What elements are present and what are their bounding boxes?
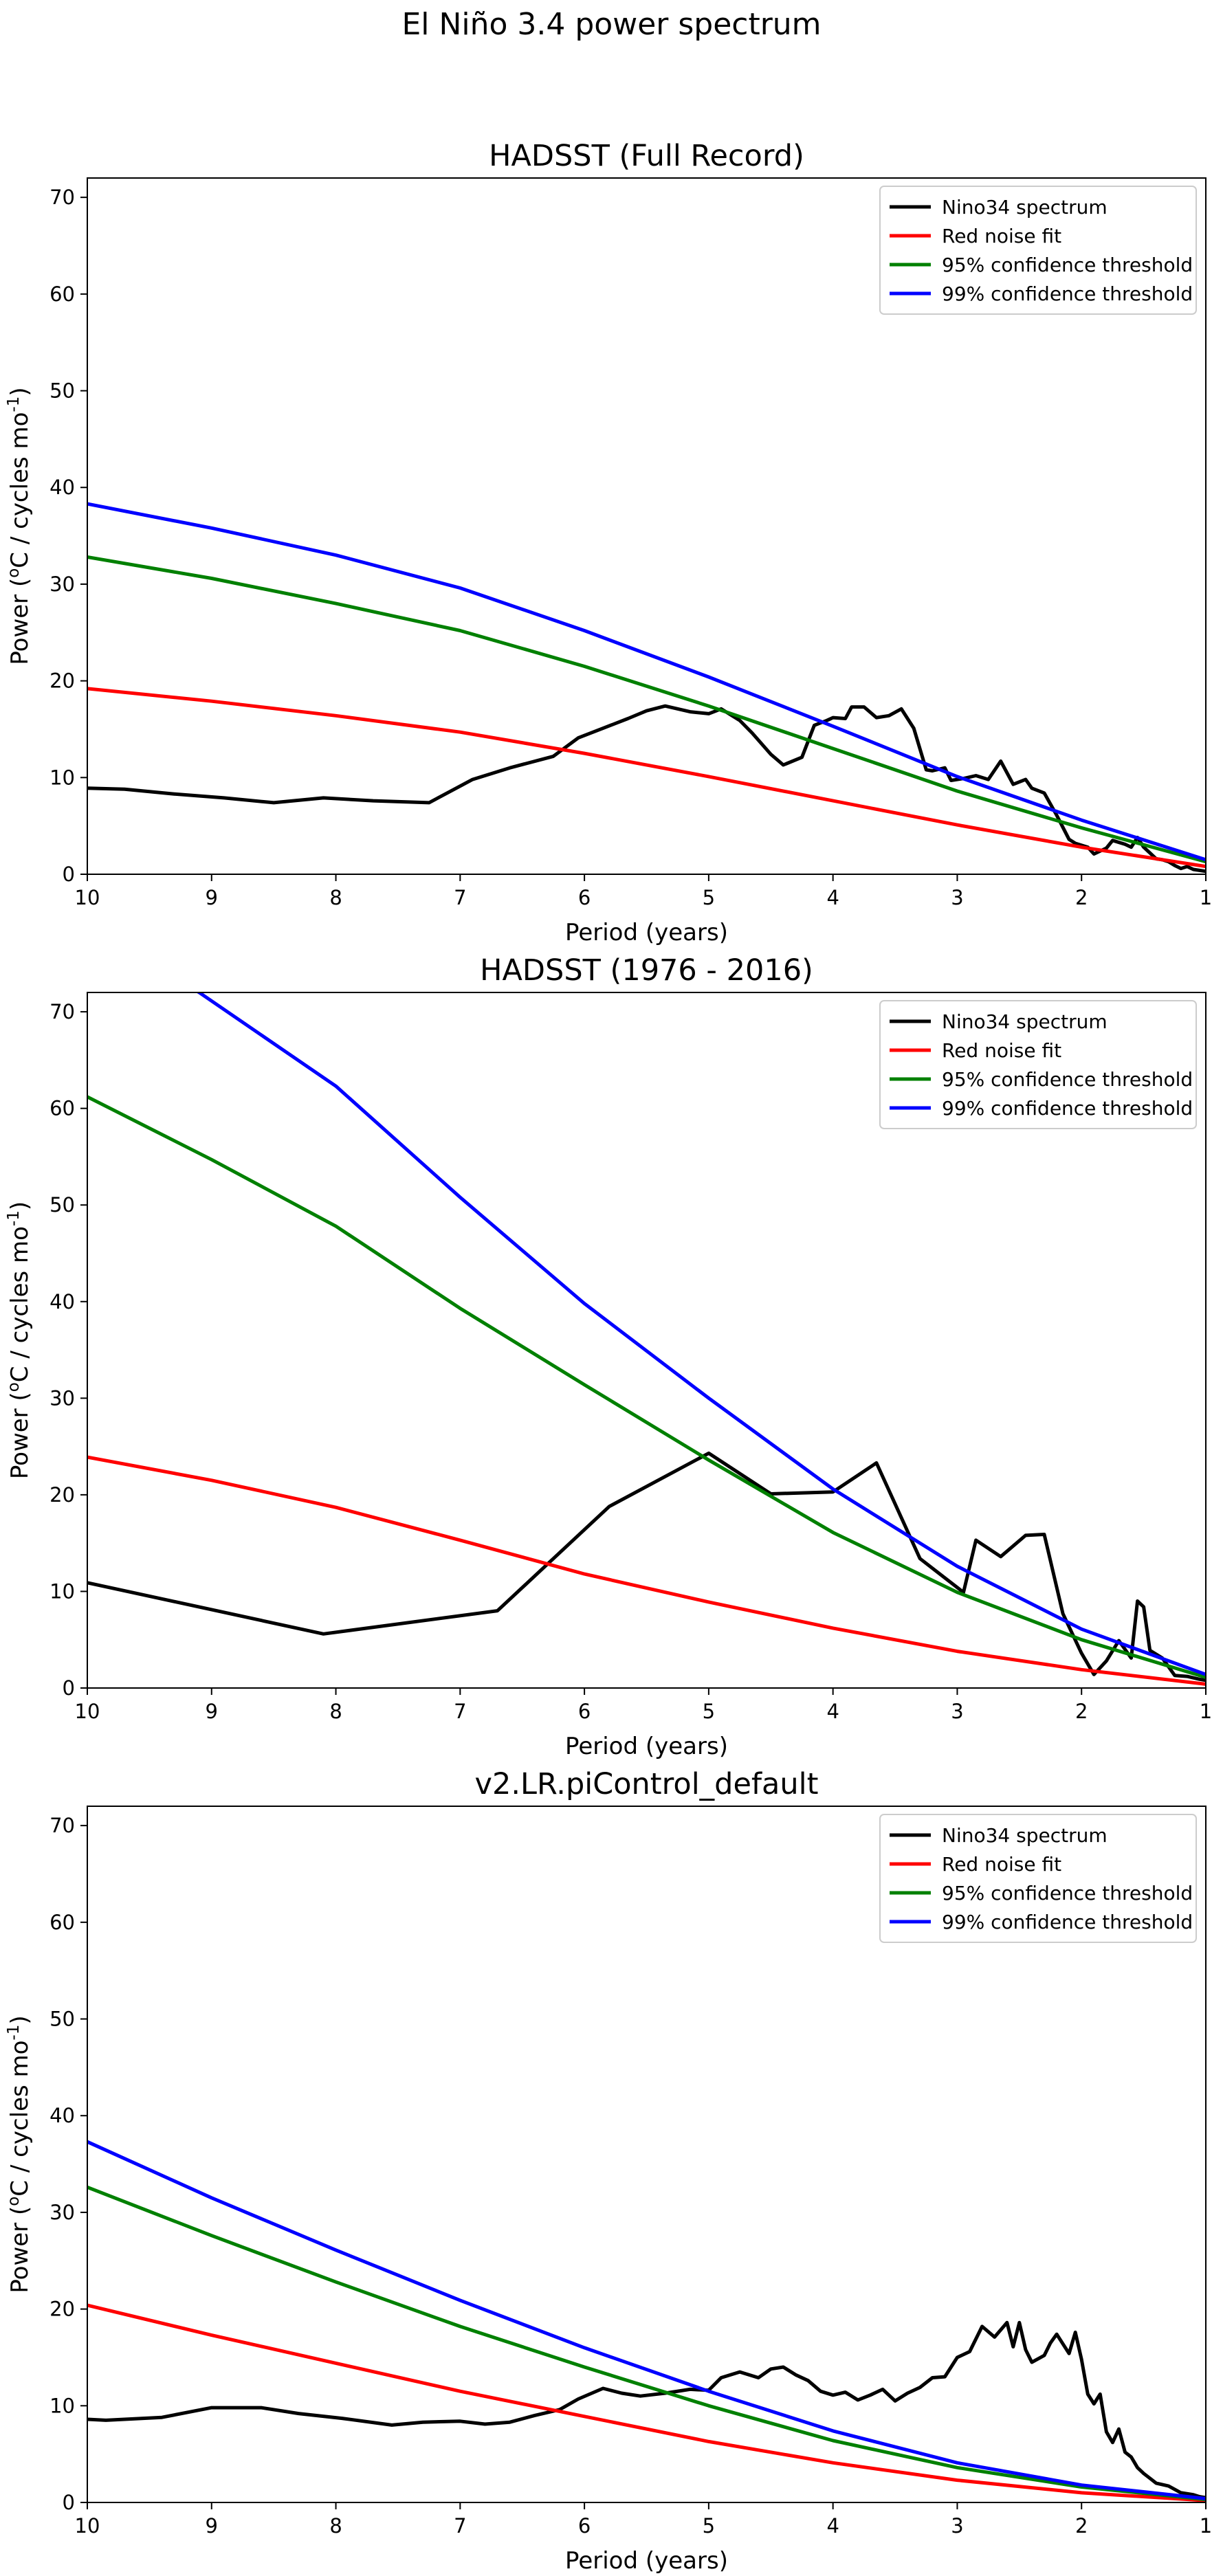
x-tick-label: 9 bbox=[206, 2514, 218, 2538]
y-tick-label: 70 bbox=[49, 186, 75, 209]
x-tick-label: 5 bbox=[703, 886, 715, 909]
legend-label-2: Red noise fit bbox=[942, 225, 1061, 247]
x-axis-label: Period (years) bbox=[565, 1733, 728, 1760]
legend-label-2: Red noise fit bbox=[942, 1853, 1061, 1876]
y-tick-label: 20 bbox=[49, 669, 75, 693]
legend-label-3: 95% confidence threshold bbox=[942, 1882, 1193, 1905]
x-tick-label: 6 bbox=[578, 2514, 591, 2538]
x-tick-label: 6 bbox=[578, 1700, 591, 1723]
x-tick-label: 7 bbox=[454, 2514, 466, 2538]
x-tick-label: 10 bbox=[75, 1700, 100, 1723]
series-line-2 bbox=[87, 1455, 1206, 1686]
series-line-3 bbox=[87, 555, 1206, 864]
x-tick-label: 8 bbox=[329, 1700, 342, 1723]
legend-label-1: Nino34 spectrum bbox=[942, 1010, 1108, 1033]
x-axis-label: Period (years) bbox=[565, 919, 728, 946]
legend-box bbox=[879, 1814, 1197, 1943]
series-line-2 bbox=[87, 687, 1206, 869]
series-line-3 bbox=[87, 2185, 1206, 2502]
x-tick-label: 6 bbox=[578, 886, 591, 909]
series-line-1 bbox=[87, 1451, 1206, 1683]
chart-panel-1: HADSST (Full Record)10 9 8 7 6 5 4 3 2 1010203040… bbox=[5, 139, 1212, 946]
x-tick-label: 8 bbox=[329, 886, 342, 909]
y-axis-label: Power (oC / cycles mo-1) bbox=[5, 1201, 34, 1479]
series-line-4 bbox=[87, 2140, 1206, 2500]
legend-label-3: 95% confidence threshold bbox=[942, 254, 1193, 276]
chart-panel-2: HADSST (1976 - 2016)10 9 8 7 6 5 4 3 2 1010203040… bbox=[5, 953, 1212, 1760]
axes-frame bbox=[87, 177, 1207, 875]
x-tick-label: 3 bbox=[951, 2514, 963, 2538]
legend-box bbox=[879, 1000, 1197, 1129]
y-tick-label: 30 bbox=[49, 2201, 75, 2224]
axes-frame bbox=[87, 1806, 1207, 2503]
x-tick-label: 9 bbox=[206, 1700, 218, 1723]
x-tick-label: 10 bbox=[75, 2514, 100, 2538]
legend-label-4: 99% confidence threshold bbox=[942, 282, 1193, 305]
chart-title: HADSST (1976 - 2016) bbox=[480, 953, 813, 988]
x-tick-label: 10 bbox=[75, 886, 100, 909]
y-tick-label: 50 bbox=[49, 2008, 75, 2031]
y-tick-label: 50 bbox=[49, 379, 75, 403]
x-tick-label: 9 bbox=[206, 886, 218, 909]
y-tick-label: 0 bbox=[63, 1676, 75, 1700]
y-tick-label: 10 bbox=[49, 2394, 75, 2417]
legend-label-4: 99% confidence threshold bbox=[942, 1097, 1193, 1120]
chart-title: HADSST (Full Record) bbox=[489, 139, 804, 173]
y-tick-label: 60 bbox=[49, 282, 75, 306]
series-line-3 bbox=[87, 1095, 1206, 1679]
x-tick-label: 8 bbox=[329, 2514, 342, 2538]
y-tick-label: 40 bbox=[49, 2104, 75, 2127]
series-line-2 bbox=[87, 2303, 1206, 2502]
series-line-1 bbox=[87, 2320, 1206, 2500]
x-tick-label: 4 bbox=[826, 2514, 839, 2538]
legend-label-3: 95% confidence threshold bbox=[942, 1068, 1193, 1091]
y-axis-label: Power (oC / cycles mo-1) bbox=[5, 2015, 34, 2293]
y-tick-label: 30 bbox=[49, 573, 75, 596]
axes-frame bbox=[87, 992, 1207, 1689]
y-tick-label: 0 bbox=[63, 2491, 75, 2514]
x-tick-label: 1 bbox=[1200, 2514, 1212, 2538]
series-line-4 bbox=[87, 502, 1206, 862]
x-tick-label: 7 bbox=[454, 1700, 466, 1723]
y-tick-label: 70 bbox=[49, 1000, 75, 1023]
x-tick-label: 2 bbox=[1075, 2514, 1088, 2538]
y-tick-label: 10 bbox=[49, 766, 75, 789]
x-tick-label: 3 bbox=[951, 1700, 963, 1723]
y-tick-label: 30 bbox=[49, 1386, 75, 1410]
x-tick-label: 5 bbox=[703, 2514, 715, 2538]
x-tick-label: 5 bbox=[703, 1700, 715, 1723]
y-tick-label: 40 bbox=[49, 1290, 75, 1313]
x-tick-label: 7 bbox=[454, 886, 466, 909]
x-tick-label: 2 bbox=[1075, 1700, 1088, 1723]
y-tick-label: 70 bbox=[49, 1814, 75, 1837]
x-tick-label: 4 bbox=[826, 1700, 839, 1723]
x-tick-label: 1 bbox=[1200, 1700, 1212, 1723]
x-tick-label: 1 bbox=[1200, 886, 1212, 909]
x-axis-label: Period (years) bbox=[565, 2547, 728, 2575]
y-axis-label: Power (oC / cycles mo-1) bbox=[5, 387, 34, 665]
x-tick-label: 3 bbox=[951, 886, 963, 909]
y-tick-label: 40 bbox=[49, 476, 75, 499]
x-tick-label: 2 bbox=[1075, 886, 1088, 909]
x-tick-label: 4 bbox=[826, 886, 839, 909]
y-tick-label: 60 bbox=[49, 1097, 75, 1120]
legend-label-4: 99% confidence threshold bbox=[942, 1911, 1193, 1933]
legend-label-1: Nino34 spectrum bbox=[942, 196, 1108, 219]
legend-label-1: Nino34 spectrum bbox=[942, 1824, 1108, 1847]
series-line-1 bbox=[87, 704, 1206, 874]
y-tick-label: 60 bbox=[49, 1911, 75, 1934]
y-tick-label: 0 bbox=[63, 863, 75, 886]
chart-title: v2.LR.piControl_default bbox=[475, 1767, 819, 1801]
y-tick-label: 20 bbox=[49, 1483, 75, 1507]
figure-title: El Niño 3.4 power spectrum bbox=[401, 7, 822, 42]
series-line-4 bbox=[195, 992, 1206, 1676]
legend-box bbox=[879, 186, 1197, 315]
y-tick-label: 50 bbox=[49, 1193, 75, 1217]
y-tick-label: 20 bbox=[49, 2298, 75, 2321]
y-tick-label: 10 bbox=[49, 1579, 75, 1603]
legend-label-2: Red noise fit bbox=[942, 1039, 1061, 1062]
